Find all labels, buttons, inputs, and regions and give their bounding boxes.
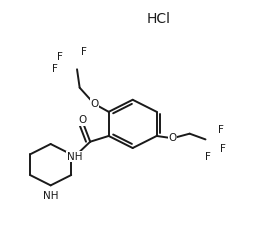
Text: F: F bbox=[220, 144, 226, 154]
Text: NH: NH bbox=[67, 152, 82, 162]
Text: F: F bbox=[52, 64, 58, 74]
Text: NH: NH bbox=[43, 191, 58, 201]
Text: F: F bbox=[81, 47, 87, 57]
Text: O: O bbox=[168, 133, 177, 143]
Text: F: F bbox=[57, 52, 63, 62]
Text: F: F bbox=[218, 125, 224, 135]
Text: HCl: HCl bbox=[147, 12, 171, 26]
Text: O: O bbox=[90, 99, 98, 109]
Text: O: O bbox=[78, 115, 87, 125]
Text: F: F bbox=[205, 152, 211, 162]
